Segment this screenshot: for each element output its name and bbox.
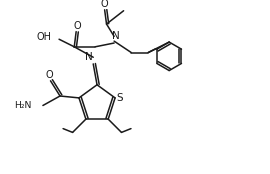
- Text: O: O: [46, 70, 53, 80]
- Text: H₂N: H₂N: [14, 101, 32, 110]
- Text: O: O: [73, 21, 81, 31]
- Text: N: N: [112, 31, 120, 41]
- Text: N: N: [85, 52, 92, 62]
- Text: OH: OH: [36, 32, 52, 42]
- Text: S: S: [117, 93, 123, 103]
- Text: O: O: [101, 0, 109, 9]
